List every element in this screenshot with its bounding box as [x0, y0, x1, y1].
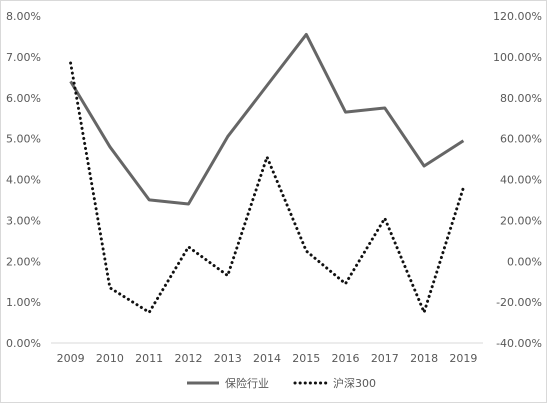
series-2-point [266, 156, 269, 159]
left-tick-label: 5.00% [6, 133, 41, 146]
x-tick-label: 2010 [96, 352, 124, 365]
series-1-point [148, 198, 151, 201]
right-tick-label: 0.00% [507, 255, 542, 268]
right-tick-label: 120.00% [493, 10, 542, 23]
x-tick-label: 2011 [135, 352, 163, 365]
right-tick-label: 20.00% [500, 214, 542, 227]
series-1-point [226, 135, 229, 138]
right-tick-label: 40.00% [500, 174, 542, 187]
left-tick-label: 7.00% [6, 51, 41, 64]
series-1-point [423, 165, 426, 168]
left-tick-label: 2.00% [6, 255, 41, 268]
series-2-point [305, 250, 308, 253]
x-tick-label: 2019 [449, 352, 477, 365]
x-tick-label: 2013 [214, 352, 242, 365]
x-tick-label: 2017 [371, 352, 399, 365]
series-layer [69, 32, 465, 317]
x-tick-label: 2009 [57, 352, 85, 365]
series-2-point [423, 311, 426, 314]
series-line-2 [69, 61, 465, 317]
series-1-point [108, 145, 111, 148]
x-tick-label: 2016 [332, 352, 360, 365]
x-tick-label: 2014 [253, 352, 281, 365]
right-tick-label: 80.00% [500, 92, 542, 105]
x-axis-ticks: 2009 2010 2011 2012 2013 2014 2015 2016 2017 2018… [57, 352, 478, 365]
right-tick-label: 60.00% [500, 133, 542, 146]
series-2-point [383, 217, 386, 220]
series-1-point [462, 139, 465, 142]
right-tick-label: 100.00% [493, 51, 542, 64]
series-2-point [344, 282, 347, 285]
series-2-point [108, 286, 111, 289]
x-tick-label: 2015 [292, 352, 320, 365]
legend-label-2: 沪深300 [333, 376, 376, 390]
series-1-point [266, 84, 269, 87]
right-axis-ticks: -40.00% -20.00% 0.00% 20.00% 40.00% 60.00% 80.… [493, 10, 542, 350]
left-tick-label: 0.00% [6, 337, 41, 350]
series-1-point [305, 33, 308, 36]
series-2-point [148, 311, 151, 314]
left-tick-label: 3.00% [6, 214, 41, 227]
series-1-point [383, 106, 386, 109]
left-tick-label: 6.00% [6, 92, 41, 105]
left-tick-label: 8.00% [6, 10, 41, 23]
series-2-point [187, 245, 190, 248]
series-1-point [187, 203, 190, 206]
series-line-1 [69, 32, 465, 206]
legend-label-1: 保险行业 [225, 376, 269, 390]
series-2-point [462, 186, 465, 189]
series-2-point [69, 62, 72, 65]
series-1-point [344, 111, 347, 114]
series-2-point [226, 274, 229, 277]
x-tick-label: 2012 [174, 352, 202, 365]
legend: 保险行业 沪深300 [187, 376, 376, 390]
right-tick-label: -40.00% [496, 337, 542, 350]
left-tick-label: 4.00% [6, 174, 41, 187]
left-tick-label: 1.00% [6, 296, 41, 309]
x-tick-label: 2018 [410, 352, 438, 365]
right-tick-label: -20.00% [496, 296, 542, 309]
series-1-point [69, 80, 72, 83]
left-axis-ticks: 0.00% 1.00% 2.00% 3.00% 4.00% 5.00% 6.00% 7.00%… [6, 10, 41, 350]
